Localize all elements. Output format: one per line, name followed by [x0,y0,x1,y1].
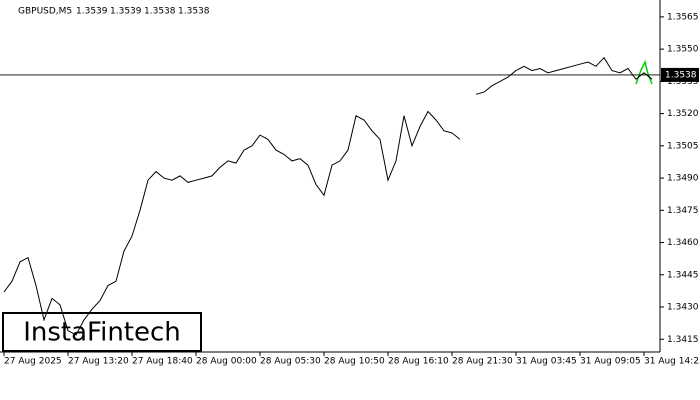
logo: InstaFintech [23,318,181,348]
current-price-box [661,67,699,82]
x-tick-label: 27 Aug 2025 [4,357,62,367]
y-tick-label: 1.3505 [667,141,699,151]
x-tick-label: 27 Aug 13:20 [68,357,129,367]
symbol: GBPUSD,M5 [18,7,72,17]
y-tick-label: 1.3475 [667,206,699,216]
y-tick-label: 1.3520 [667,109,699,119]
x-tick-label: 28 Aug 05:30 [260,357,321,367]
y-tick-label: 1.3490 [667,174,699,184]
logo-box [2,312,202,352]
x-tick-label: 31 Aug 03:45 [516,357,577,367]
y-tick-label: 1.3430 [667,303,699,313]
price-line [3,56,653,336]
x-tick-label: 28 Aug 21:30 [452,357,513,367]
ohlc-value: 1.3538 [144,7,176,17]
y-tick-label: 1.3445 [667,270,699,280]
x-tick-label: 28 Aug 00:00 [196,357,257,367]
ohlc-value: 1.3539 [76,7,108,17]
ohlc-value: 1.3538 [178,7,210,17]
x-tick-label: 28 Aug 16:10 [388,357,449,367]
y-tick-label: 1.3460 [667,238,699,248]
x-tick-label: 28 Aug 10:50 [324,357,385,367]
y-tick-label: 1.3415 [667,335,699,345]
y-tick-label: 1.3565 [667,12,699,22]
x-tick-label: 31 Aug 14:25 [644,357,700,367]
x-tick-label: 27 Aug 18:40 [132,357,193,367]
current-price-label: 1.3538 [665,70,697,80]
x-tick-label: 31 Aug 09:05 [580,357,641,367]
y-tick-label: 1.3550 [667,45,699,55]
ohlc-value: 1.3539 [110,7,142,17]
